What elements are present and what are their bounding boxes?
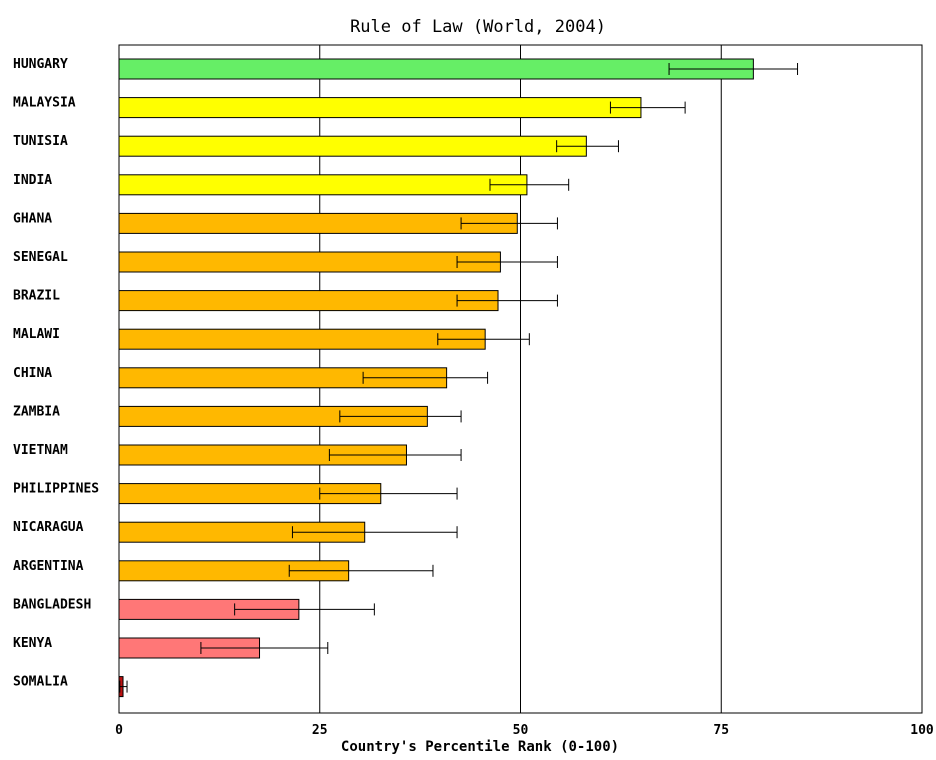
- bars-group: [118, 58, 754, 698]
- bar-ghana: [118, 212, 518, 234]
- error-bar-vietnam: [328, 449, 462, 461]
- error-bar-philippines: [319, 487, 458, 500]
- category-label: ARGENTINA: [13, 559, 84, 574]
- category-label: ZAMBIA: [13, 404, 60, 419]
- category-label: INDIA: [13, 173, 52, 188]
- error-bar-argentina: [288, 564, 434, 577]
- bar-tunisia: [118, 135, 587, 157]
- category-label: HUNGARY: [13, 57, 68, 72]
- x-tick-label: 0: [115, 723, 123, 738]
- category-label: VIETNAM: [13, 443, 68, 458]
- category-label: MALAYSIA: [13, 96, 76, 111]
- error-bar-ghana: [460, 217, 558, 230]
- error-bar-tunisia: [556, 140, 619, 153]
- category-label: NICARAGUA: [13, 520, 84, 535]
- category-label: GHANA: [13, 211, 52, 226]
- chart-title: Rule of Law (World, 2004): [350, 17, 606, 37]
- bar-brazil: [118, 290, 499, 312]
- error-bar-senegal: [456, 256, 558, 268]
- category-labels: HUNGARY MALAYSIA TUNISIA INDIA GHANA SENEGAL B…: [13, 57, 99, 690]
- error-bar-nicaragua: [291, 526, 458, 539]
- error-bar-china: [362, 371, 489, 384]
- category-label: PHILIPPINES: [13, 482, 99, 497]
- error-bar-brazil: [456, 294, 558, 307]
- bar-malaysia: [118, 97, 642, 119]
- error-bar-malawi: [437, 333, 530, 346]
- x-tick-label: 100: [910, 723, 934, 738]
- category-label: MALAWI: [13, 327, 60, 342]
- x-tick-label: 75: [713, 723, 729, 738]
- x-axis-label: Country's Percentile Rank (0-100): [341, 739, 619, 755]
- error-bar-kenya: [200, 642, 329, 654]
- category-label: BANGLADESH: [13, 597, 91, 612]
- bar-senegal: [118, 251, 501, 273]
- category-label: SENEGAL: [13, 250, 68, 265]
- error-bars-group: [119, 63, 799, 693]
- x-tick-labels: 0 25 50 75 100: [115, 723, 934, 738]
- error-bar-bangladesh: [234, 603, 375, 616]
- bar-hungary: [118, 58, 754, 80]
- bar-malawi: [118, 328, 486, 350]
- error-bar-malaysia: [609, 101, 686, 114]
- category-label: KENYA: [13, 636, 52, 651]
- category-label: BRAZIL: [13, 289, 60, 304]
- x-tick-label: 50: [513, 723, 529, 738]
- category-label: SOMALIA: [13, 675, 68, 690]
- x-tick-label: 25: [312, 723, 328, 738]
- error-bar-somalia: [119, 680, 128, 693]
- error-bar-zambia: [339, 410, 462, 423]
- error-bar-hungary: [668, 63, 799, 75]
- bar-india: [118, 174, 528, 196]
- category-label: TUNISIA: [13, 134, 68, 149]
- error-bar-india: [489, 178, 570, 191]
- category-label: CHINA: [13, 366, 52, 381]
